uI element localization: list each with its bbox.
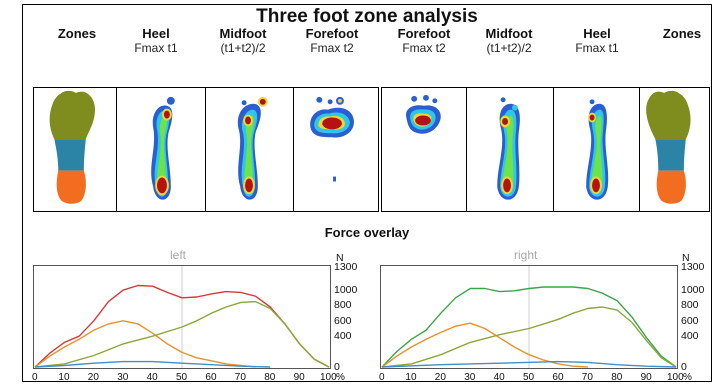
force-series-line-1 <box>34 320 256 368</box>
right-chart-label: right <box>514 248 538 262</box>
x-tick-label: 60 <box>552 372 564 383</box>
x-unit-label: % <box>683 372 692 383</box>
x-tick-label: 30 <box>464 372 476 383</box>
force-series-line-2 <box>381 306 677 368</box>
x-tick-label: 50 <box>176 372 188 383</box>
force-series-line-2 <box>34 300 330 368</box>
x-tick-label: 80 <box>611 372 623 383</box>
chart-frame <box>33 265 331 369</box>
col-midfoot-left: Midfoot (t1+t2)/2 <box>219 26 267 55</box>
zone-forefoot <box>49 90 95 140</box>
zone-forefoot <box>646 90 691 140</box>
x-tick-label: 100 <box>320 372 337 383</box>
page-title: Three foot zone analysis <box>256 6 478 27</box>
x-tick-label: 70 <box>234 372 246 383</box>
zone-midfoot <box>54 139 86 171</box>
pressure-image-heel-left <box>117 88 205 211</box>
pressure-image-midfoot-right <box>467 88 553 211</box>
force-series-line-3 <box>381 360 677 368</box>
chart-frame <box>380 265 678 369</box>
y-tick-label: 400 <box>334 330 352 343</box>
pressure-image-midfoot-left <box>206 88 293 211</box>
x-tick-label: 50 <box>523 372 535 383</box>
x-tick-label: 0 <box>32 372 38 383</box>
zone-heel <box>656 170 686 204</box>
y-tick-label: 0 <box>334 361 340 373</box>
x-tick-label: 10 <box>58 372 70 383</box>
x-tick-label: 60 <box>205 372 217 383</box>
x-tick-label: 10 <box>405 372 417 383</box>
x-tick-label: 30 <box>117 372 129 383</box>
pressure-image-forefoot-right <box>382 88 466 211</box>
left-chart-label: left <box>170 248 187 262</box>
col-heel-left: Heel Fmax t1 <box>134 26 178 55</box>
col-midfoot-right: Midfoot (t1+t2)/2 <box>485 26 533 55</box>
x-tick-label: 90 <box>640 372 652 383</box>
y-tick-label: 400 <box>681 330 699 343</box>
right-foot-panel <box>381 87 710 212</box>
force-overlay-title: Force overlay <box>324 225 410 240</box>
x-tick-label: 70 <box>581 372 593 383</box>
zone-heel <box>56 170 86 204</box>
left-foot-panel <box>33 87 379 212</box>
col-zones-right: Zones <box>662 26 702 41</box>
y-tick-label: 1300 <box>334 261 358 273</box>
zones-image-right <box>640 88 711 211</box>
pressure-image-heel-right <box>554 88 639 211</box>
col-forefoot-left: Forefoot Fmax t2 <box>305 26 359 55</box>
col-heel-right: Heel Fmax t1 <box>575 26 619 55</box>
x-tick-label: 40 <box>146 372 158 383</box>
unit-label-left: N <box>336 252 344 264</box>
zone-midfoot <box>655 139 686 171</box>
y-tick-label: 0 <box>681 361 687 373</box>
x-tick-label: 20 <box>434 372 446 383</box>
x-tick-label: 80 <box>264 372 276 383</box>
y-tick-label: 800 <box>681 299 699 312</box>
col-forefoot-right: Forefoot Fmax t2 <box>397 26 451 55</box>
x-unit-label: % <box>336 372 345 383</box>
col-zones-left: Zones <box>57 26 97 41</box>
pressure-image-forefoot-left <box>294 88 380 211</box>
figure-frame <box>22 4 712 382</box>
force-series-line-3 <box>34 360 271 368</box>
y-tick-label: 600 <box>334 314 352 327</box>
y-tick-label: 1300 <box>681 261 705 273</box>
y-tick-label: 600 <box>681 314 699 327</box>
unit-label-right: N <box>682 252 690 264</box>
x-tick-label: 0 <box>379 372 385 383</box>
y-tick-label: 1000 <box>681 284 705 297</box>
y-tick-label: 800 <box>334 299 352 312</box>
x-tick-label: 20 <box>87 372 99 383</box>
x-tick-label: 40 <box>493 372 505 383</box>
force-chart-left <box>33 265 331 369</box>
x-tick-label: 100 <box>667 372 684 383</box>
force-chart-right <box>380 265 678 369</box>
zones-image-left <box>34 88 116 211</box>
y-tick-label: 1000 <box>334 284 358 297</box>
force-series-line-1 <box>381 322 588 368</box>
x-tick-label: 90 <box>293 372 305 383</box>
force-series-line-0 <box>381 286 677 368</box>
